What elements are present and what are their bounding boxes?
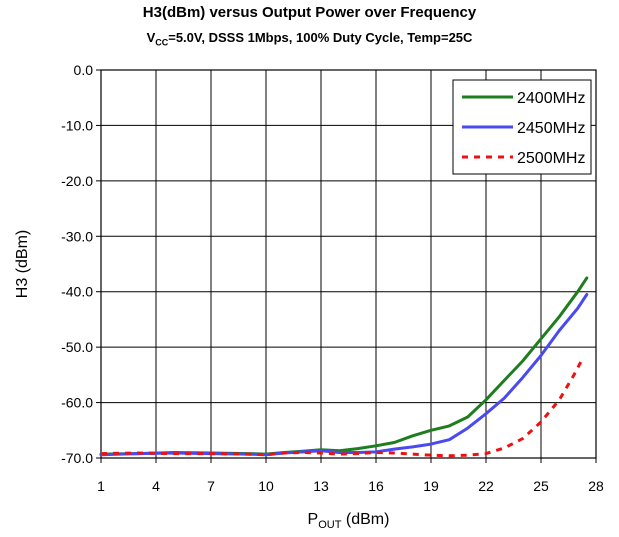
- x-tick-label: 1: [97, 478, 105, 494]
- y-tick-label: -50.0: [61, 339, 93, 355]
- x-tick-label: 19: [423, 478, 439, 494]
- legend-label: 2500MHz: [517, 150, 585, 167]
- subtitle-vcc-sub: CC: [155, 37, 169, 48]
- legend-label: 2450MHz: [517, 120, 585, 137]
- x-axis-label: POUT (dBm): [308, 511, 390, 531]
- x-tick-label: 4: [152, 478, 160, 494]
- y-tick-label: -30.0: [61, 228, 93, 244]
- x-tick-label: 10: [258, 478, 274, 494]
- legend-label: 2400MHz: [517, 90, 585, 107]
- y-axis-label: H3 (dBm): [14, 230, 31, 298]
- series-line-2450MHz: [99, 293, 589, 457]
- x-tick-label: 22: [478, 478, 494, 494]
- chart-title: H3(dBm) versus Output Power over Frequen…: [142, 4, 477, 21]
- y-tick-label: -10.0: [61, 117, 93, 133]
- x-tick-label: 13: [313, 478, 329, 494]
- subtitle-conditions: =5.0V, DSSS 1Mbps, 100% Duty Cycle, Temp…: [168, 30, 473, 45]
- y-tick-label: -70.0: [61, 450, 93, 466]
- y-tick-label: -20.0: [61, 173, 93, 189]
- y-tick-label: -60.0: [61, 395, 93, 411]
- x-tick-label: 16: [368, 478, 384, 494]
- x-tick-label: 28: [588, 478, 604, 494]
- y-tick-label: -40.0: [61, 284, 93, 300]
- series-line-2400MHz: [99, 276, 589, 456]
- chart-subtitle: VCC=5.0V, DSSS 1Mbps, 100% Duty Cycle, T…: [0, 30, 619, 48]
- y-tick-label: 0.0: [74, 62, 94, 78]
- plot-area-frame: [100, 69, 597, 459]
- x-tick-label: 25: [533, 478, 549, 494]
- x-tick-label: 7: [207, 478, 215, 494]
- subtitle-vcc: V: [146, 30, 156, 45]
